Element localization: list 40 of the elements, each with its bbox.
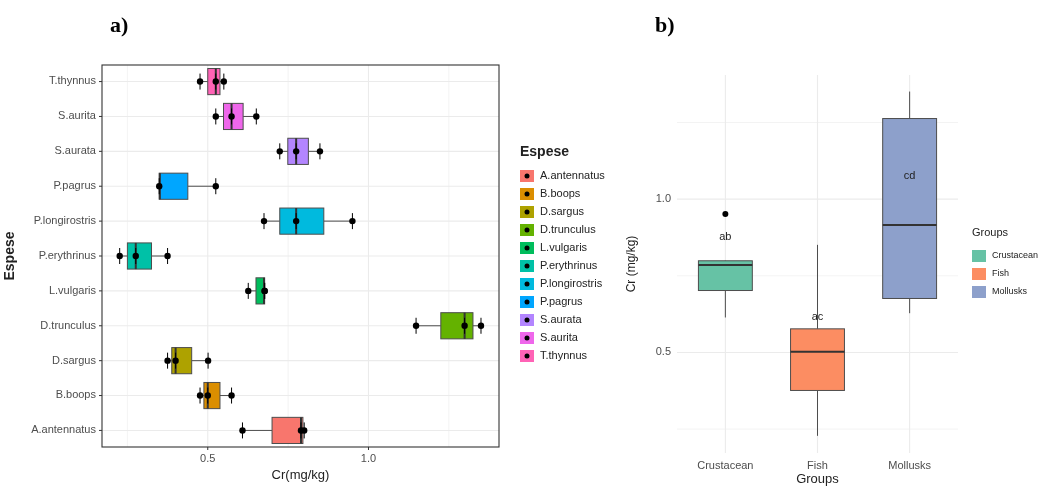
- y-tick-label: P.pagrus: [53, 179, 97, 192]
- legend-label: T.thynnus: [540, 348, 588, 361]
- y-tick-label: A.antennatus: [31, 423, 97, 436]
- y-tick-label: D.trunculus: [40, 318, 97, 331]
- legend-label: Crustacean: [992, 250, 1039, 261]
- x-tick-label: Mollusks: [888, 459, 932, 471]
- y-tick-label: D.sargus: [51, 353, 97, 366]
- legend-label: P.erythrinus: [540, 258, 598, 271]
- y-tick-label: L.vulgaris: [48, 283, 97, 296]
- chart-title: a): [110, 12, 129, 37]
- legend-label: Fish: [992, 268, 1010, 279]
- legend-label: S.aurita: [540, 330, 579, 343]
- y-axis-title: Cr (mg/kg): [624, 235, 638, 293]
- x-tick-label: 0.5: [200, 452, 216, 464]
- legend-label: S.aurata: [540, 312, 583, 325]
- x-tick-label: Fish: [807, 459, 828, 471]
- x-tick-label: 1.0: [360, 452, 377, 464]
- legend-label: P.longirostris: [540, 276, 603, 289]
- legend-label: D.sargus: [540, 204, 585, 217]
- y-tick-label: B.boops: [55, 388, 97, 401]
- chart-title: b): [655, 12, 675, 37]
- legend-label: D.trunculus: [540, 222, 597, 235]
- y-axis-title: Espese: [1, 231, 17, 281]
- y-tick-label: P.longirostris: [33, 214, 97, 227]
- legend-label: A.antennatus: [540, 168, 606, 181]
- annotation: ab: [719, 230, 732, 243]
- legend-label: L.vulgaris: [540, 240, 588, 253]
- x-axis-title: Cr(mg/kg): [271, 467, 330, 482]
- legend-title: Groups: [972, 226, 1009, 238]
- x-axis-title: Groups: [796, 471, 840, 486]
- y-tick-label: P.erythrinus: [38, 248, 97, 261]
- annotation: cd: [903, 169, 916, 182]
- legend-title: Espese: [520, 143, 570, 159]
- legend-label: B.boops: [540, 186, 581, 199]
- y-tick-label: S.aurata: [54, 144, 97, 157]
- x-tick-label: Crustacean: [697, 459, 754, 471]
- y-tick-label: S.aurita: [58, 109, 97, 122]
- legend-label: Mollusks: [992, 286, 1028, 297]
- legend-label: P.pagrus: [540, 294, 584, 307]
- y-tick-label: T.thynnus: [48, 74, 97, 87]
